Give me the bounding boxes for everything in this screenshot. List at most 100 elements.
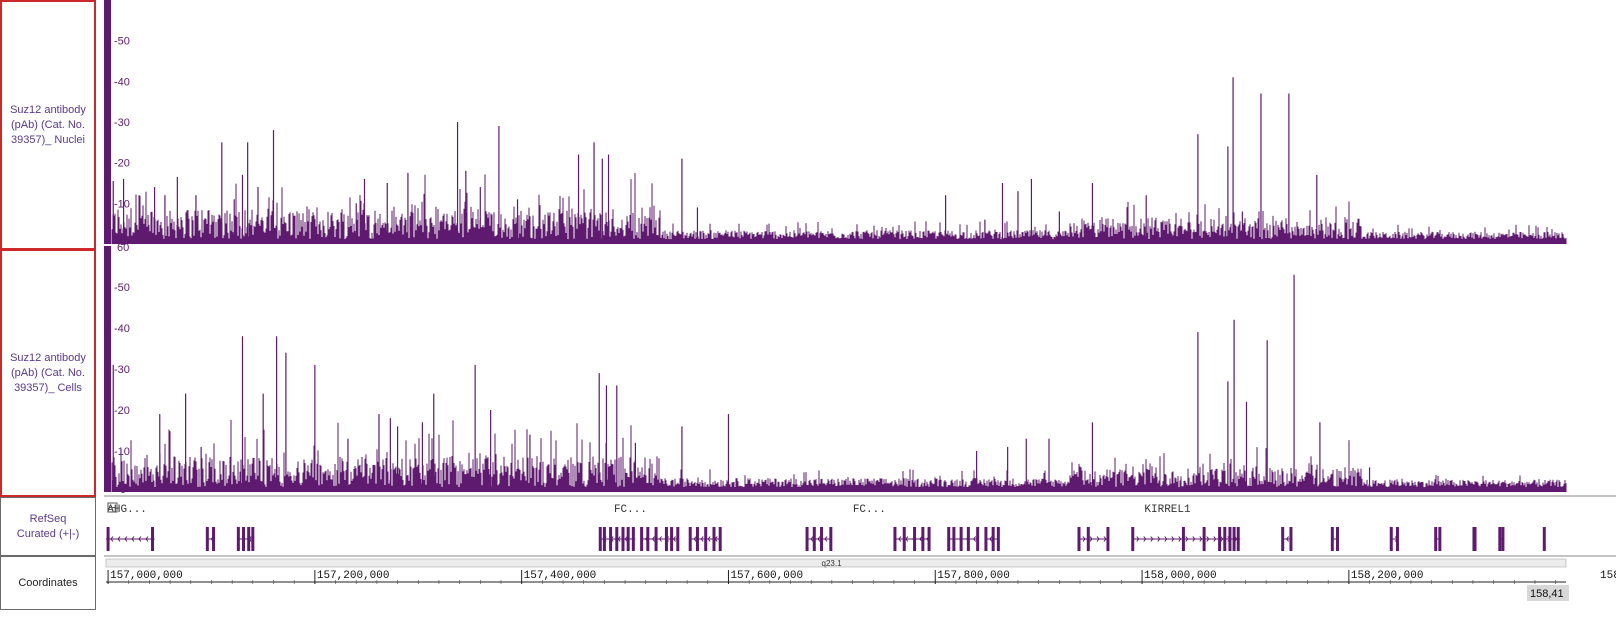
signal-background	[111, 419, 1567, 492]
exon	[1077, 527, 1081, 551]
gene-model[interactable]	[236, 527, 255, 551]
gene-model[interactable]	[1498, 527, 1505, 551]
exon	[976, 527, 980, 551]
exon	[609, 527, 613, 551]
strand-arrow	[658, 536, 662, 542]
strand-arrow	[672, 536, 676, 542]
scale-tick-label: -10	[114, 198, 130, 210]
track-label-cells[interactable]: Suz12 antibody (pAb) (Cat. No. 39357)_ C…	[0, 249, 96, 497]
strand-arrow	[1150, 536, 1154, 542]
exon	[212, 527, 216, 551]
gene-model[interactable]	[1281, 527, 1293, 551]
gene-model[interactable]	[205, 527, 216, 551]
exon	[704, 527, 708, 551]
exon	[1228, 527, 1232, 551]
strand-arrow	[1136, 536, 1140, 542]
strand-arrow	[919, 536, 923, 542]
strand-arrow	[1143, 536, 1147, 542]
exon	[829, 527, 833, 551]
exon	[1330, 527, 1334, 551]
ruler-tick-label: 157,600,000	[730, 570, 803, 582]
exon	[966, 527, 970, 551]
strand-arrow	[905, 536, 909, 542]
coordinate-ruler[interactable]: q23.1 157,000,000 157,200,000 157,400,000 15…	[104, 555, 1616, 601]
gene-model[interactable]	[1542, 527, 1546, 551]
scale-bar	[104, 246, 111, 492]
gene-model[interactable]	[598, 527, 636, 551]
ruler-tick-label: 157,000,000	[110, 570, 183, 582]
strand-arrow	[1082, 536, 1086, 542]
strand-arrow	[693, 536, 697, 542]
exon	[1202, 527, 1206, 551]
exon	[991, 527, 995, 551]
exon	[602, 527, 606, 551]
track-label-refseq[interactable]: RefSeq Curated (+|-)	[0, 497, 96, 556]
exon	[1498, 527, 1502, 551]
gene-model[interactable]	[640, 527, 680, 551]
scale-tick-label: -30	[114, 364, 130, 376]
strand-arrow	[1213, 536, 1217, 542]
strand-arrow	[624, 536, 628, 542]
exon	[646, 527, 650, 551]
strand-arrow	[973, 536, 977, 542]
ruler-tick-label: 158,200,000	[1351, 570, 1424, 582]
exon	[927, 527, 931, 551]
gene-model[interactable]	[688, 527, 722, 551]
signal-track-cells[interactable]: -50 -40 -30 -20 -10 0 60	[104, 242, 1567, 496]
exon	[205, 527, 209, 551]
track-label-coordinates[interactable]: Coordinates	[0, 556, 96, 610]
gene-label[interactable]: KIRREL1	[1144, 504, 1191, 516]
gene-model[interactable]	[1330, 527, 1339, 551]
track-label-nuclei[interactable]: Suz12 antibody (pAb) (Cat. No. 39357)_ N…	[0, 0, 96, 250]
signal-background	[111, 173, 1567, 244]
gene-model[interactable]	[1131, 527, 1241, 551]
exon	[996, 527, 1000, 551]
exon	[952, 527, 956, 551]
exon	[812, 527, 816, 551]
expand-icon[interactable]	[107, 502, 118, 513]
exon	[1434, 527, 1438, 551]
exon	[626, 527, 630, 551]
scale-tick-label: -40	[114, 76, 130, 88]
exon	[1236, 527, 1240, 551]
gene-model[interactable]	[1434, 527, 1442, 551]
track-name-cells: Suz12 antibody (pAb) (Cat. No. 39357)_ C…	[10, 351, 86, 394]
gene-label[interactable]: FC...	[614, 504, 647, 516]
gene-model[interactable]	[1077, 527, 1110, 551]
strand-arrow	[1171, 536, 1175, 542]
strand-arrow	[1089, 536, 1093, 542]
gene-model[interactable]	[984, 527, 1000, 551]
gene-model[interactable]	[1389, 527, 1399, 551]
exon	[251, 527, 255, 551]
exon	[902, 527, 906, 551]
refseq-track[interactable]: AHG... FC... FC... KIRREL1	[104, 495, 1616, 551]
strand-arrow	[124, 536, 128, 542]
scale-tick-label: -20	[114, 405, 130, 417]
strand-arrow	[1220, 536, 1224, 542]
signal-track-nuclei[interactable]: -50 -40 -30 -20 -10 0	[104, 0, 1567, 248]
gene-model[interactable]	[805, 527, 833, 551]
signal-baseline	[112, 241, 1566, 244]
strand-arrow	[1192, 536, 1196, 542]
gene-label[interactable]: AHG...	[107, 504, 147, 516]
gene-model[interactable]	[1472, 527, 1477, 551]
strand-arrow	[1286, 536, 1290, 542]
gene-model[interactable]	[947, 527, 980, 551]
ruler-end-box	[1527, 585, 1569, 601]
strand-arrow	[824, 536, 828, 542]
exon	[984, 527, 988, 551]
track-name-coordinates: Coordinates	[18, 576, 78, 589]
exon	[1289, 527, 1293, 551]
exon	[959, 527, 963, 551]
exon	[615, 527, 619, 551]
exon	[670, 527, 674, 551]
gene-model[interactable]	[893, 527, 931, 551]
gene-label[interactable]: FC...	[853, 504, 886, 516]
exon	[921, 527, 925, 551]
exon	[654, 527, 658, 551]
exon	[1542, 527, 1546, 551]
strand-arrow	[1199, 536, 1203, 542]
track-name-refseq: RefSeq Curated (+|-)	[16, 512, 80, 540]
gene-model[interactable]	[106, 527, 155, 551]
